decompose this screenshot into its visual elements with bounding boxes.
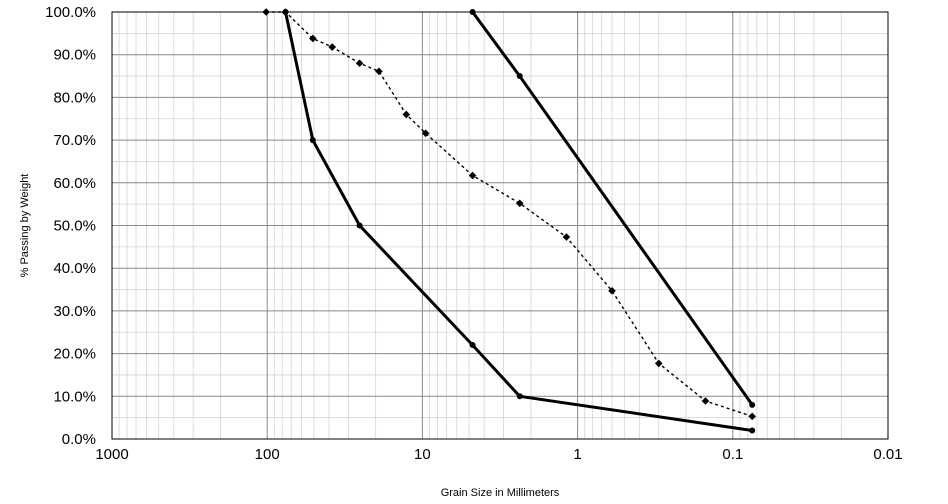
data-point [402, 110, 411, 119]
data-point [608, 287, 616, 295]
data-point [328, 43, 337, 51]
data-point [562, 233, 571, 241]
data-point [654, 359, 663, 368]
y-tick-label: 50.0% [53, 218, 96, 235]
y-tick-label: 60.0% [53, 175, 96, 192]
x-tick-label: 10 [414, 446, 431, 463]
data-point [749, 401, 756, 408]
y-tick-label: 40.0% [53, 260, 96, 277]
x-tick-label: 1 [573, 446, 581, 463]
y-tick-label: 80.0% [53, 89, 96, 106]
data-point [701, 397, 710, 405]
data-point [516, 73, 523, 80]
x-tick-label: 100 [255, 446, 280, 463]
data-point [748, 412, 756, 421]
data-point [515, 199, 524, 208]
x-tick-label: 0.01 [873, 446, 902, 463]
data-point [309, 34, 317, 43]
x-tick-label: 0.1 [722, 446, 743, 463]
y-tick-label: 90.0% [53, 47, 96, 64]
y-tick-label: 70.0% [53, 132, 96, 149]
x-tick-label: 1000 [95, 446, 128, 463]
x-tick-labels: 1000 100 10 1 0.1 0.01 [95, 446, 902, 463]
series-line-1 [284, 11, 753, 432]
data-point [468, 171, 477, 180]
data-point [309, 137, 316, 144]
data-point [356, 222, 363, 229]
series-layer [262, 8, 756, 434]
plot-area-frame [111, 11, 889, 440]
y-tick-labels: 0.0% 10.0% 20.0% 30.0% 40.0% 50.0% 60.0% 70.0% 8… [45, 4, 96, 448]
data-point [749, 427, 756, 434]
y-tick-label: 10.0% [53, 388, 96, 405]
series-line-3 [266, 11, 753, 418]
y-axis-title: % Passing by Weight [19, 174, 31, 278]
data-point [516, 393, 523, 400]
y-tick-label: 30.0% [53, 303, 96, 320]
data-point [375, 67, 383, 76]
data-point [421, 129, 430, 138]
x-axis-title: Grain Size in Millimeters [441, 487, 560, 499]
y-tick-label: 0.0% [62, 431, 96, 448]
y-tick-label: 20.0% [53, 346, 96, 363]
data-point [469, 342, 476, 349]
y-tick-label: 100.0% [45, 4, 96, 21]
data-point [355, 59, 364, 68]
